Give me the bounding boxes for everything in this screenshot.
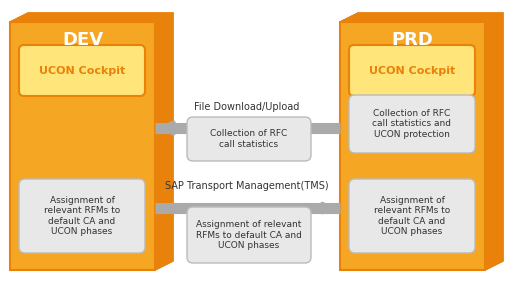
- Polygon shape: [485, 13, 503, 270]
- Text: SAP Transport Management(TMS): SAP Transport Management(TMS): [165, 181, 329, 191]
- FancyBboxPatch shape: [19, 45, 145, 96]
- Polygon shape: [10, 13, 173, 22]
- Text: DEV: DEV: [62, 31, 103, 49]
- Text: PRD: PRD: [392, 31, 434, 49]
- Text: Collection of RFC
call statistics: Collection of RFC call statistics: [210, 129, 288, 149]
- FancyBboxPatch shape: [187, 117, 311, 161]
- Text: File Download/Upload: File Download/Upload: [195, 102, 300, 112]
- Polygon shape: [340, 13, 503, 22]
- FancyBboxPatch shape: [349, 45, 475, 96]
- FancyBboxPatch shape: [187, 207, 311, 263]
- FancyBboxPatch shape: [10, 22, 155, 270]
- Text: Assignment of relevant
RFMs to default CA and
UCON phases: Assignment of relevant RFMs to default C…: [196, 220, 302, 250]
- Text: Assignment of
relevant RFMs to
default CA and
UCON phases: Assignment of relevant RFMs to default C…: [44, 196, 120, 236]
- FancyBboxPatch shape: [349, 95, 475, 153]
- Text: Collection of RFC
call statistics and
UCON protection: Collection of RFC call statistics and UC…: [373, 109, 452, 139]
- Polygon shape: [155, 13, 173, 270]
- FancyBboxPatch shape: [349, 179, 475, 253]
- FancyBboxPatch shape: [19, 179, 145, 253]
- FancyBboxPatch shape: [340, 22, 485, 270]
- Text: Assignment of
relevant RFMs to
default CA and
UCON phases: Assignment of relevant RFMs to default C…: [374, 196, 450, 236]
- Text: UCON Cockpit: UCON Cockpit: [369, 65, 455, 75]
- Text: UCON Cockpit: UCON Cockpit: [39, 65, 125, 75]
